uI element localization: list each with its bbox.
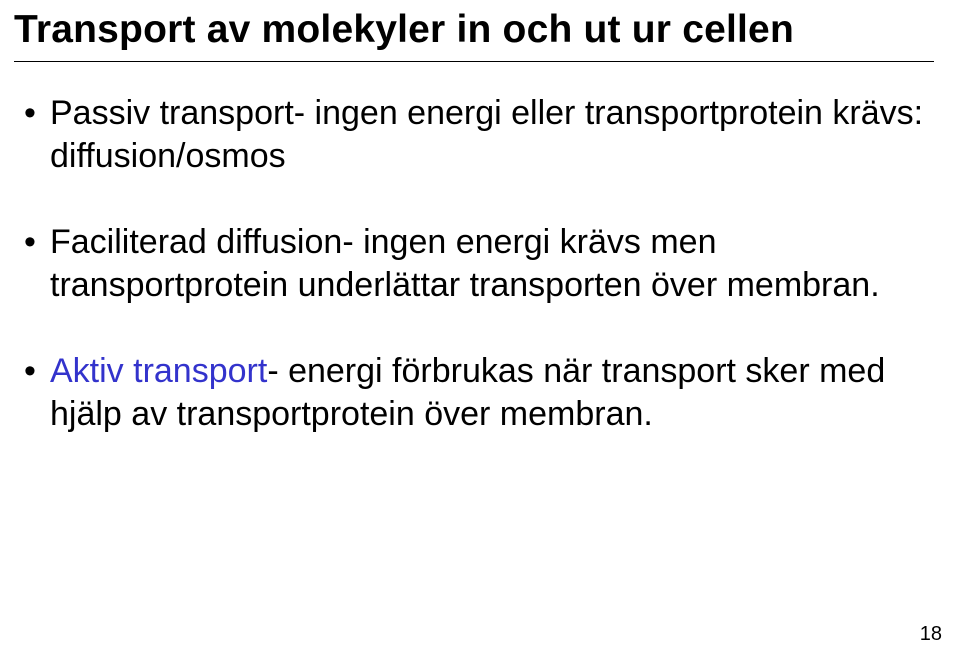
passive-label: Passiv transport xyxy=(50,94,294,132)
slide-title: Transport av molekyler in och ut ur cell… xyxy=(14,8,936,53)
bullet-facilitated: Faciliterad diffusion- ingen energi kräv… xyxy=(20,221,936,308)
facilitated-label: Faciliterad diffusion xyxy=(50,223,342,261)
bullet-passive: Passiv transport- ingen energi eller tra… xyxy=(20,92,936,179)
slide: Transport av molekyler in och ut ur cell… xyxy=(0,0,960,658)
title-rule xyxy=(14,61,934,62)
bullet-list: Passiv transport- ingen energi eller tra… xyxy=(14,92,936,437)
active-label: Aktiv transport xyxy=(50,352,267,390)
bullet-active: Aktiv transport- energi förbrukas när tr… xyxy=(20,350,936,437)
page-number: 18 xyxy=(920,623,942,646)
